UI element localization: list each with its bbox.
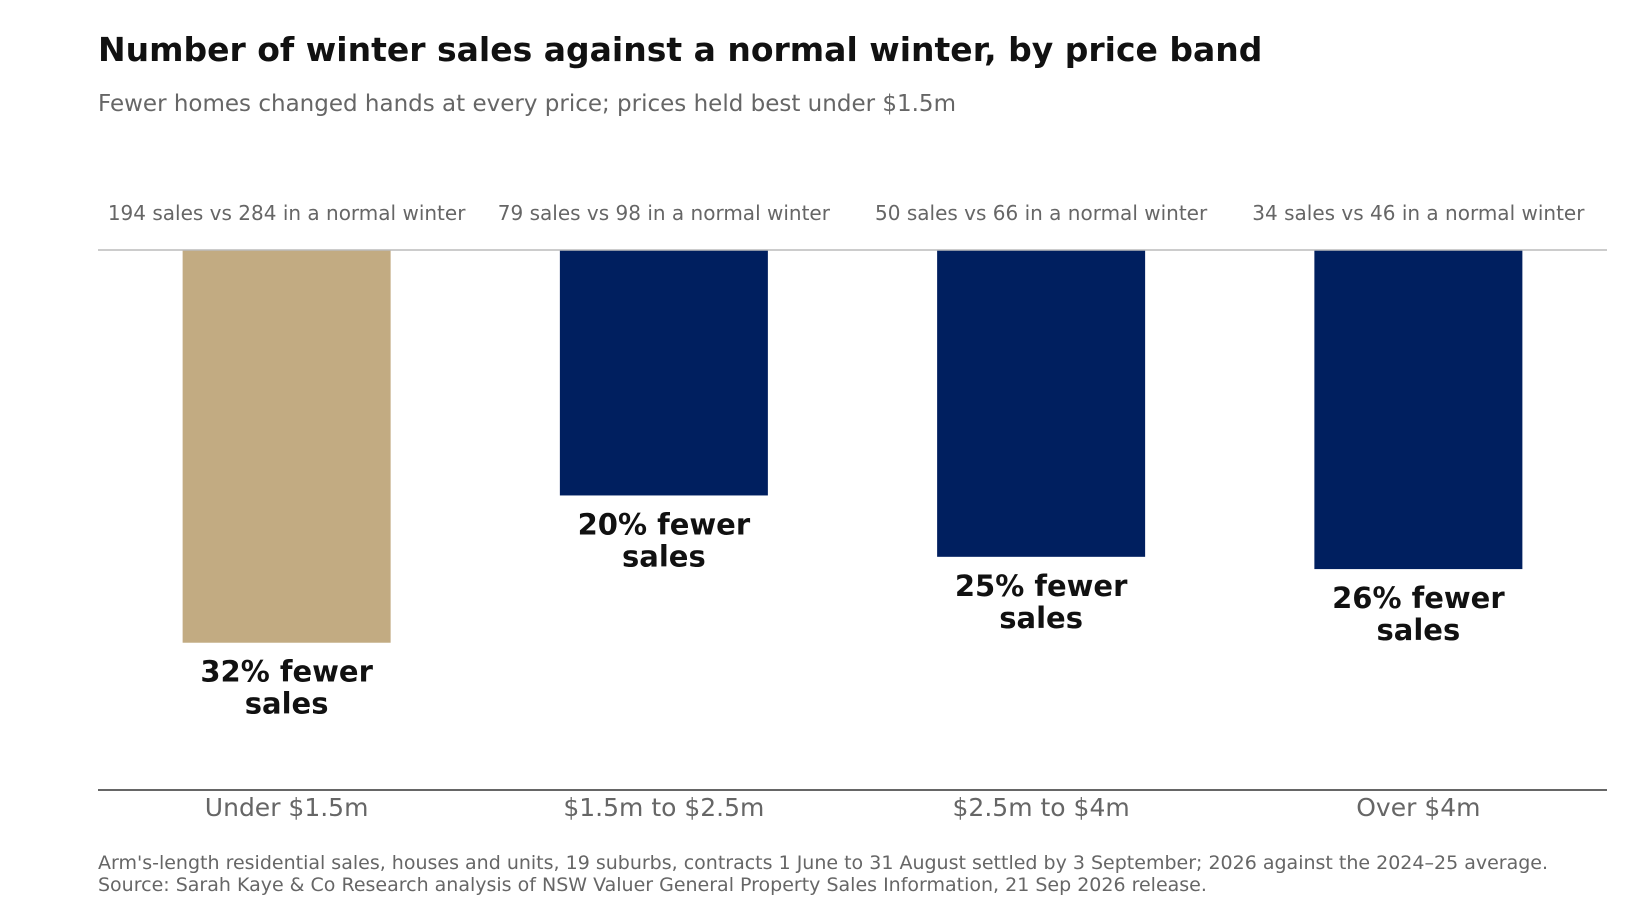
chart-footnote: Arm's-length residential sales, houses a… (98, 852, 1548, 896)
value-label-3-line-2: sales (999, 601, 1083, 635)
value-label-1-line-2: sales (245, 687, 329, 721)
top-label-3: 50 sales vs 66 in a normal winter (875, 201, 1208, 225)
top-label-4: 34 sales vs 46 in a normal winter (1252, 201, 1585, 225)
value-label-3-line-1: 25% fewer (955, 569, 1128, 603)
chart-subtitle: Fewer homes changed hands at every price… (98, 91, 956, 117)
value-label-2-line-2: sales (622, 539, 706, 573)
value-label-4-line-2: sales (1377, 613, 1461, 647)
bar-4 (1314, 250, 1523, 570)
value-label-1-line-1: 32% fewer (200, 655, 373, 689)
value-label-4-line-1: 26% fewer (1332, 581, 1505, 615)
category-label-4: Over $4m (1356, 793, 1480, 822)
category-label-3: $2.5m to $4m (953, 793, 1130, 822)
category-label-2: $1.5m to $2.5m (563, 793, 764, 822)
top-label-2: 79 sales vs 98 in a normal winter (498, 201, 831, 225)
top-label-1: 194 sales vs 284 in a normal winter (108, 201, 466, 225)
footnote-source: Source: Sarah Kaye & Co Research analysi… (98, 874, 1207, 896)
bar-2 (559, 250, 768, 496)
footnote-notes: Arm's-length residential sales, houses a… (98, 852, 1549, 874)
bar-3 (937, 250, 1146, 557)
category-label-1: Under $1.5m (205, 793, 369, 822)
chart-title: Number of winter sales against a normal … (98, 30, 1263, 69)
value-label-2-line-1: 20% fewer (578, 507, 751, 541)
bar-1 (182, 250, 391, 643)
